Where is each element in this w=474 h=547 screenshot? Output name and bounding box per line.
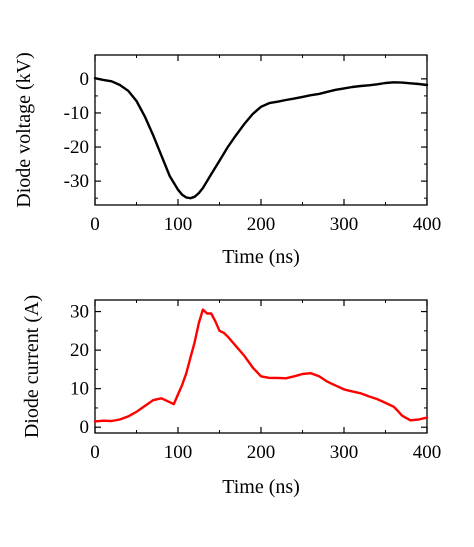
chart-1-x-tick-label: 0 <box>90 442 100 463</box>
chart-1-x-tick-label: 200 <box>247 442 276 463</box>
chart-0-x-axis-title: Time (ns) <box>222 246 300 268</box>
chart-1-y-axis-title: Diode current (A) <box>21 295 43 438</box>
chart-1-plot-frame <box>94 299 428 434</box>
chart-1-y-tick-label: 20 <box>70 340 89 361</box>
chart-0-x-tick-label: 100 <box>164 214 193 235</box>
chart-0-x-tick-label: 400 <box>413 214 442 235</box>
chart-1-series-line-0 <box>93 308 429 423</box>
chart-0-y-tick-label: -20 <box>64 137 89 158</box>
chart-1-x-tick-label: 100 <box>164 442 193 463</box>
chart-0-y-tick-label: 0 <box>80 69 90 90</box>
chart-0-y-tick-label: -10 <box>64 103 89 124</box>
chart-diode-current: 0 100 200 300 400 0 10 20 30 Time (ns) Diode curre… <box>21 295 441 498</box>
chart-1-x-tick-label: 300 <box>330 442 359 463</box>
chart-1-y-tick-label: 10 <box>70 379 89 400</box>
chart-diode-voltage: 0 100 200 300 400 0 -10 -20 -30 Time (ns) Diode vo… <box>13 52 441 268</box>
chart-0-x-tick-label: 200 <box>247 214 276 235</box>
chart-1-y-tick-label: 30 <box>70 302 89 323</box>
chart-1-x-tick-label: 400 <box>413 442 442 463</box>
chart-0-series-line-0 <box>93 76 429 200</box>
chart-0-y-tick-label: -30 <box>64 171 89 192</box>
chart-0-y-axis-title: Diode voltage (kV) <box>13 52 35 208</box>
chart-0-plot-frame <box>94 54 428 206</box>
chart-0-x-tick-label: 0 <box>90 214 100 235</box>
chart-1-x-axis-title: Time (ns) <box>222 476 300 498</box>
chart-1-y-tick-label: 0 <box>80 417 90 438</box>
chart-0-x-tick-label: 300 <box>330 214 359 235</box>
